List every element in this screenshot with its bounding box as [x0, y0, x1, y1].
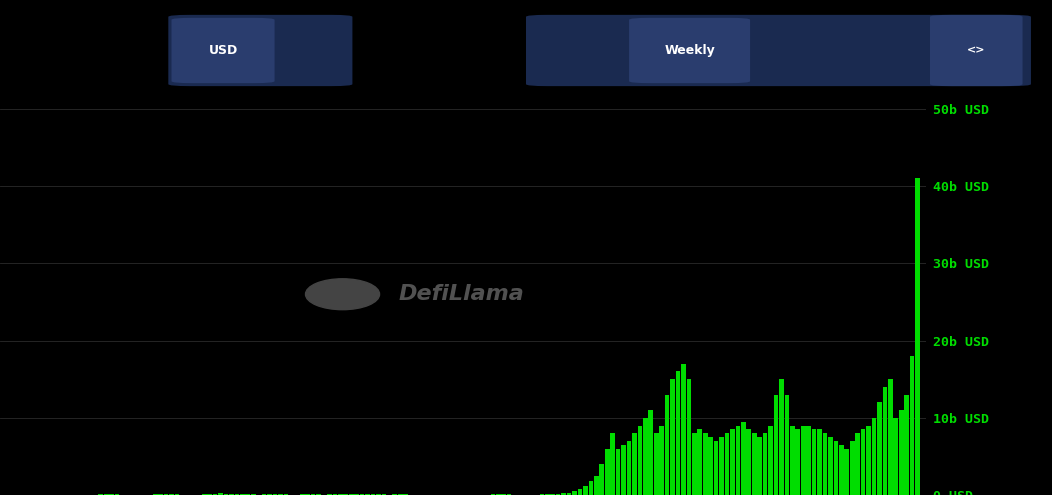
Circle shape	[305, 279, 380, 310]
Bar	[812, 429, 816, 495]
Bar	[763, 433, 767, 495]
Bar	[605, 448, 609, 495]
Bar	[643, 418, 648, 495]
Bar	[370, 494, 376, 495]
Bar	[365, 494, 370, 495]
FancyBboxPatch shape	[168, 15, 352, 86]
Bar	[550, 494, 555, 495]
Bar	[752, 433, 756, 495]
Bar	[615, 448, 621, 495]
Bar	[622, 445, 626, 495]
Bar	[833, 441, 838, 495]
Bar	[349, 494, 353, 495]
Bar	[632, 433, 636, 495]
Bar	[344, 494, 348, 495]
Bar	[757, 437, 762, 495]
Bar	[741, 422, 746, 495]
Bar	[638, 426, 642, 495]
Bar	[790, 426, 794, 495]
Bar	[681, 364, 686, 495]
FancyBboxPatch shape	[526, 15, 1031, 86]
Bar	[572, 491, 576, 495]
Bar	[915, 178, 919, 495]
Bar	[654, 433, 659, 495]
Bar	[899, 410, 904, 495]
Bar	[855, 433, 859, 495]
Bar	[697, 429, 702, 495]
Bar	[714, 441, 719, 495]
Bar	[866, 426, 871, 495]
Bar	[872, 418, 876, 495]
Bar	[229, 494, 234, 495]
Bar	[594, 476, 599, 495]
Bar	[600, 464, 604, 495]
Bar	[213, 494, 218, 495]
Bar	[665, 395, 669, 495]
Bar	[888, 379, 893, 495]
Bar	[567, 493, 571, 495]
Bar	[235, 494, 239, 495]
Bar	[823, 433, 827, 495]
Bar	[893, 418, 898, 495]
Bar	[725, 433, 729, 495]
Bar	[703, 433, 708, 495]
Bar	[785, 395, 789, 495]
Bar	[768, 426, 773, 495]
Bar	[218, 494, 223, 495]
Bar	[224, 494, 228, 495]
Bar	[278, 494, 283, 495]
FancyBboxPatch shape	[629, 18, 750, 83]
Bar	[735, 426, 741, 495]
Bar	[839, 445, 844, 495]
Bar	[828, 437, 833, 495]
Text: <>: <>	[967, 46, 986, 55]
Bar	[807, 426, 811, 495]
Bar	[207, 494, 211, 495]
Text: SOL: SOL	[265, 43, 292, 56]
Bar	[583, 486, 588, 495]
Bar	[267, 494, 271, 495]
Text: Weekly: Weekly	[664, 44, 715, 57]
Bar	[588, 481, 593, 495]
Bar	[240, 494, 245, 495]
Bar	[747, 429, 751, 495]
Bar	[773, 395, 778, 495]
Bar	[905, 395, 909, 495]
Bar	[338, 494, 343, 495]
Bar	[877, 402, 882, 495]
Bar	[861, 429, 866, 495]
Text: Cumulative: Cumulative	[825, 43, 896, 56]
Text: Daily: Daily	[598, 43, 629, 56]
Bar	[578, 489, 582, 495]
Bar	[845, 448, 849, 495]
Bar	[648, 410, 653, 495]
Bar	[687, 379, 691, 495]
Bar	[562, 494, 566, 495]
Bar	[692, 433, 696, 495]
Bar	[670, 379, 674, 495]
FancyBboxPatch shape	[930, 15, 1023, 86]
Bar	[272, 494, 278, 495]
Bar	[627, 441, 631, 495]
Bar	[730, 429, 734, 495]
Bar	[660, 426, 664, 495]
Bar	[720, 437, 724, 495]
Bar	[360, 494, 364, 495]
Bar	[850, 441, 854, 495]
Bar	[708, 437, 713, 495]
Bar	[817, 429, 822, 495]
Bar	[675, 371, 681, 495]
Bar	[801, 426, 806, 495]
Bar	[610, 433, 615, 495]
Text: DefiLlama: DefiLlama	[398, 284, 524, 304]
FancyBboxPatch shape	[171, 18, 275, 83]
Bar	[910, 356, 914, 495]
Text: Monthly: Monthly	[730, 43, 781, 56]
Bar	[555, 494, 561, 495]
Bar	[795, 429, 801, 495]
Bar	[883, 387, 887, 495]
Bar	[355, 494, 359, 495]
Text: USD: USD	[208, 44, 238, 57]
Bar	[780, 379, 784, 495]
